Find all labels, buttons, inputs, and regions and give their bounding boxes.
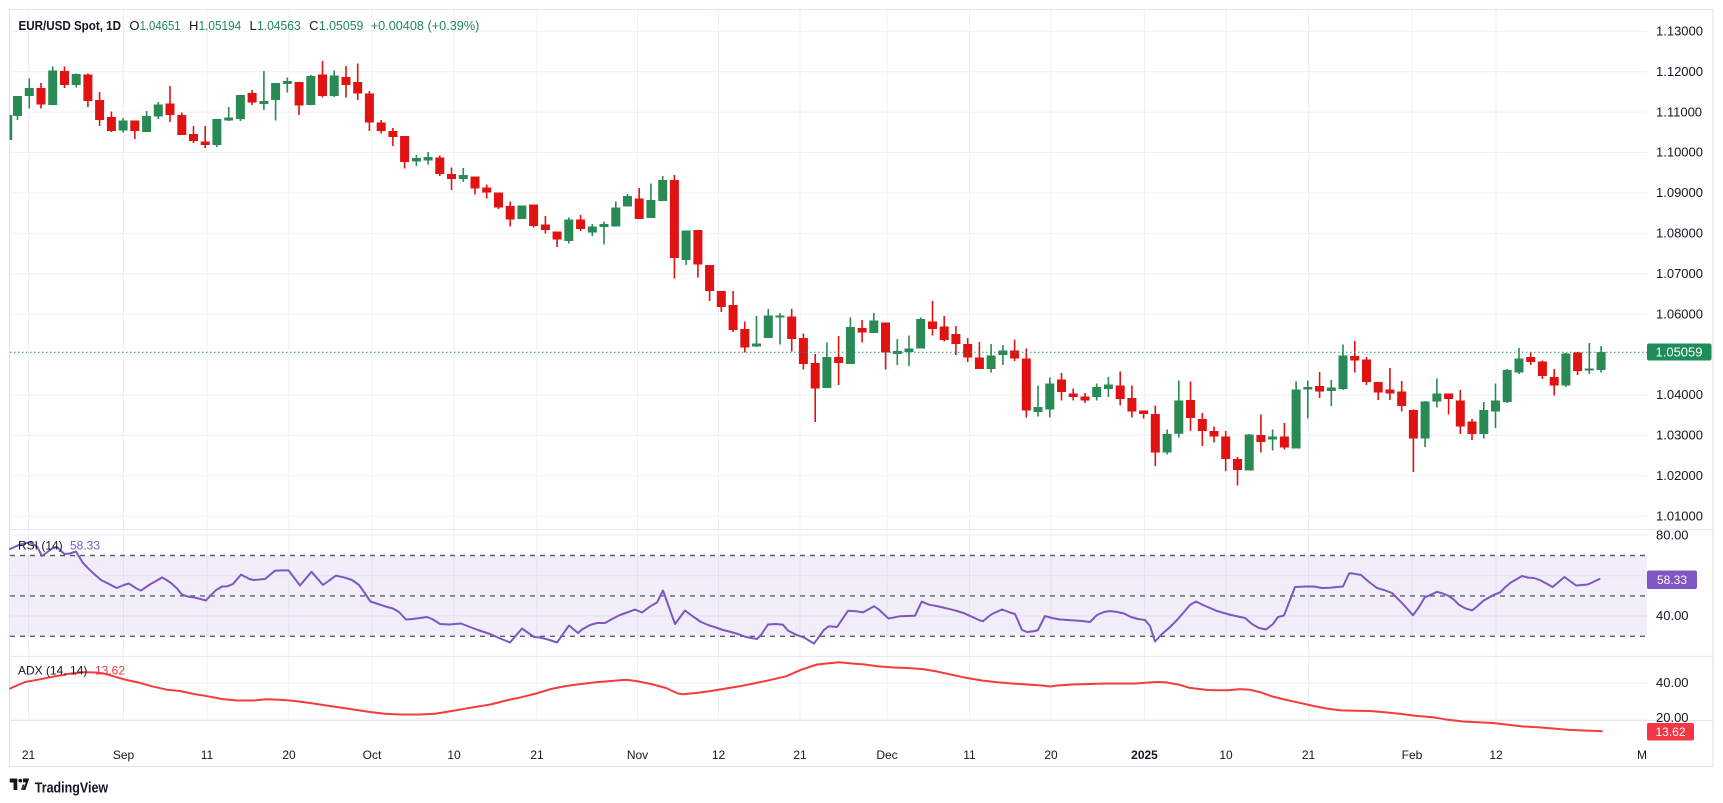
svg-text:12: 12 [712,748,726,762]
svg-text:ADX (14, 14): ADX (14, 14) [18,664,87,678]
svg-text:2025: 2025 [1131,748,1158,762]
svg-text:10: 10 [447,748,461,762]
svg-text:40.00: 40.00 [1656,675,1689,690]
svg-text:13.62: 13.62 [1655,725,1685,739]
svg-text:Feb: Feb [1402,748,1423,762]
svg-text:58.33: 58.33 [70,539,100,553]
svg-text:1.02000: 1.02000 [1656,468,1703,483]
svg-text:1.07000: 1.07000 [1656,266,1703,281]
svg-text:1.11000: 1.11000 [1656,104,1702,119]
svg-text:EUR/USD Spot, 1D: EUR/USD Spot, 1D [19,18,122,33]
svg-text:+0.00408 (+0.39%): +0.00408 (+0.39%) [371,18,480,33]
svg-text:C: C [309,18,318,33]
svg-text:11: 11 [201,748,214,762]
svg-text:1.12000: 1.12000 [1656,64,1703,79]
svg-text:M: M [1637,748,1647,762]
svg-text:58.33: 58.33 [1657,573,1687,587]
svg-text:1.10000: 1.10000 [1656,145,1703,160]
svg-text:Sep: Sep [113,748,135,762]
svg-text:H: H [189,18,198,33]
svg-text:21: 21 [22,748,36,762]
svg-text:L: L [250,18,257,33]
svg-text:1.05194: 1.05194 [199,18,242,33]
svg-text:1.05059: 1.05059 [1656,345,1703,360]
svg-text:1.13000: 1.13000 [1656,24,1703,39]
svg-text:10: 10 [1219,748,1233,762]
svg-text:1.03000: 1.03000 [1656,428,1703,443]
svg-text:Nov: Nov [627,748,648,762]
svg-text:11: 11 [963,748,976,762]
svg-text:21: 21 [1302,748,1316,762]
svg-text:13.62: 13.62 [95,664,125,678]
svg-text:TradingView: TradingView [35,781,109,797]
svg-text:20: 20 [282,748,296,762]
svg-text:21: 21 [530,748,544,762]
svg-text:1.09000: 1.09000 [1656,185,1703,200]
svg-text:1.04563: 1.04563 [257,18,301,33]
svg-text:80.00: 80.00 [1656,527,1689,542]
svg-text:Dec: Dec [876,748,897,762]
svg-text:1.01000: 1.01000 [1656,508,1703,523]
svg-text:20.00: 20.00 [1656,710,1689,725]
svg-text:12: 12 [1489,748,1503,762]
svg-text:1.04000: 1.04000 [1656,387,1703,402]
svg-text:40.00: 40.00 [1656,608,1689,623]
svg-text:1.05059: 1.05059 [319,18,364,33]
svg-text:O: O [129,18,139,33]
svg-text:RSI (14): RSI (14) [18,539,63,553]
svg-text:1.04651: 1.04651 [140,18,181,33]
svg-text:Oct: Oct [363,748,382,762]
svg-text:21: 21 [793,748,807,762]
svg-text:1.08000: 1.08000 [1656,226,1703,241]
svg-text:1.06000: 1.06000 [1656,306,1703,321]
svg-text:20: 20 [1044,748,1058,762]
